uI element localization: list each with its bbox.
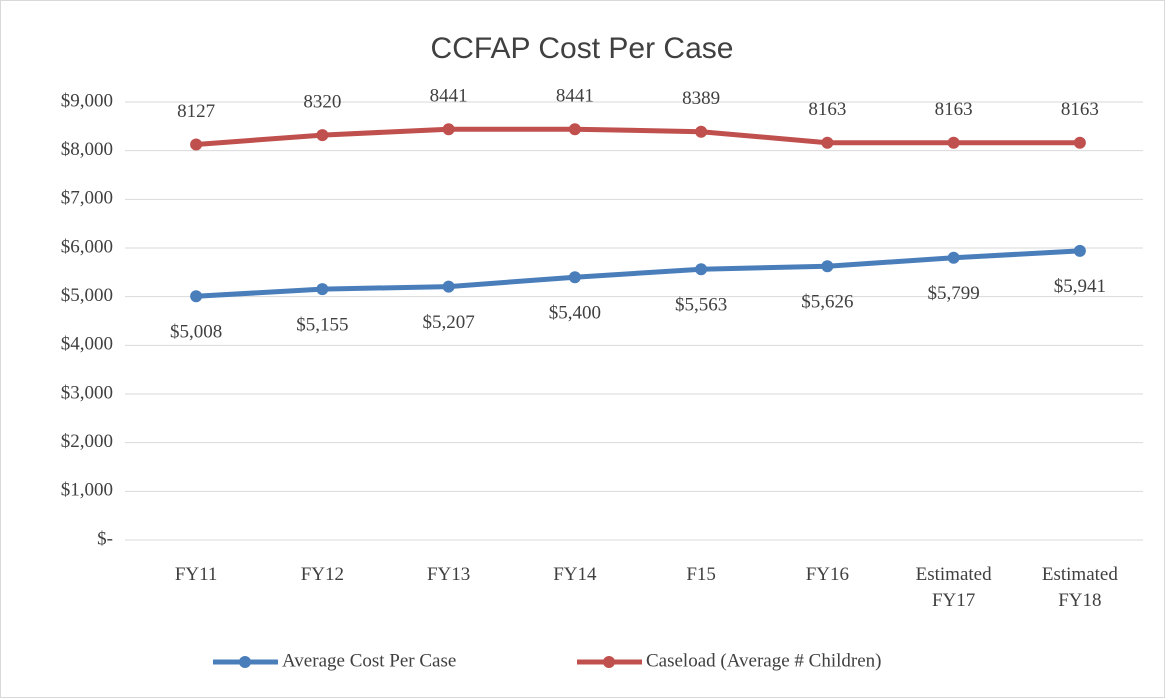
x-tick-label: Estimated FY18 bbox=[1041, 564, 1118, 611]
data-label: 8127 bbox=[177, 101, 215, 122]
data-point bbox=[190, 138, 203, 151]
data-point bbox=[1073, 136, 1086, 149]
data-point bbox=[1073, 244, 1086, 257]
data-point bbox=[947, 251, 960, 264]
data-label: $5,563 bbox=[675, 295, 727, 316]
y-tick-label: $2,000 bbox=[61, 431, 113, 452]
x-tick-label: FY12 bbox=[300, 564, 345, 585]
data-point bbox=[316, 283, 329, 296]
legend-marker bbox=[239, 656, 251, 668]
data-label: $5,400 bbox=[549, 303, 601, 324]
data-label: $5,799 bbox=[928, 283, 980, 304]
data-label: 8163 bbox=[808, 99, 846, 120]
y-tick-label: $1,000 bbox=[61, 480, 113, 501]
data-point bbox=[442, 123, 455, 136]
data-point bbox=[442, 280, 455, 293]
x-tick-label: F15 bbox=[686, 564, 716, 585]
x-tick-label: FY16 bbox=[805, 564, 850, 585]
y-tick-label: $8,000 bbox=[61, 139, 113, 160]
y-tick-label: $3,000 bbox=[61, 382, 113, 403]
data-label: 8163 bbox=[1061, 99, 1099, 120]
series-line bbox=[193, 126, 1083, 147]
data-point bbox=[568, 271, 581, 284]
data-point bbox=[695, 125, 708, 138]
data-label: $5,155 bbox=[296, 314, 348, 335]
x-tick-label: FY11 bbox=[174, 564, 218, 585]
data-label: 8389 bbox=[682, 88, 720, 109]
y-tick-label: $4,000 bbox=[61, 334, 113, 355]
data-label: 8441 bbox=[556, 86, 594, 107]
data-point bbox=[947, 136, 960, 149]
data-point bbox=[190, 290, 203, 303]
y-tick-label: $5,000 bbox=[61, 285, 113, 306]
series-line bbox=[193, 248, 1083, 299]
x-tick-label: FY13 bbox=[426, 564, 471, 585]
y-tick-label: $- bbox=[97, 528, 113, 549]
data-label: 8320 bbox=[303, 91, 341, 112]
data-point bbox=[821, 260, 834, 273]
x-tick-label: Estimated FY17 bbox=[915, 564, 992, 611]
data-point bbox=[568, 123, 581, 136]
data-label: $5,941 bbox=[1054, 276, 1106, 297]
chart-title: CCFAP Cost Per Case bbox=[431, 32, 734, 65]
x-tick-label: FY14 bbox=[553, 564, 597, 585]
legend-marker bbox=[603, 656, 615, 668]
legend-label: Average Cost Per Case bbox=[282, 650, 456, 671]
y-tick-label: $7,000 bbox=[61, 188, 113, 209]
y-tick-label: $6,000 bbox=[61, 236, 113, 257]
data-label: 8441 bbox=[430, 86, 468, 107]
data-point bbox=[316, 129, 329, 142]
y-tick-label: $9,000 bbox=[61, 90, 113, 111]
data-label: 8163 bbox=[935, 99, 973, 120]
data-label: $5,626 bbox=[801, 292, 853, 313]
data-label: $5,008 bbox=[170, 322, 222, 343]
data-point bbox=[821, 136, 834, 149]
legend-label: Caseload (Average # Children) bbox=[646, 650, 881, 671]
data-label: $5,207 bbox=[423, 312, 475, 333]
data-point bbox=[695, 263, 708, 276]
